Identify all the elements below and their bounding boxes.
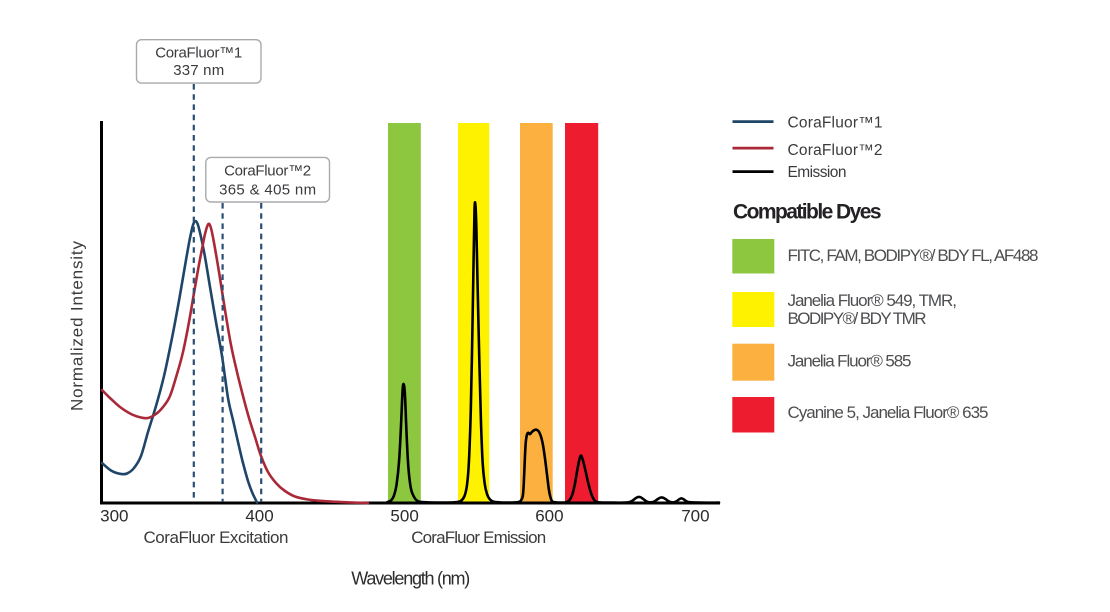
svg-text:700: 700 <box>681 506 709 525</box>
svg-text:Emission: Emission <box>788 164 847 181</box>
svg-text:CoraFluor™1: CoraFluor™1 <box>788 115 883 132</box>
svg-text:Compatible Dyes: Compatible Dyes <box>733 201 882 224</box>
svg-text:337 nm: 337 nm <box>173 62 224 79</box>
svg-text:CoraFluor Emission: CoraFluor Emission <box>411 528 546 547</box>
svg-text:BODIPY®/ BDY TMR: BODIPY®/ BDY TMR <box>788 309 927 328</box>
svg-text:CoraFluor™2: CoraFluor™2 <box>224 163 311 180</box>
svg-text:FITC, FAM, BODIPY®/ BDY FL, AF: FITC, FAM, BODIPY®/ BDY FL, AF488 <box>788 246 1039 265</box>
svg-text:Wavelength (nm): Wavelength (nm) <box>351 569 470 589</box>
svg-text:CoraFluor Excitation: CoraFluor Excitation <box>144 528 289 547</box>
svg-text:CoraFluor™2: CoraFluor™2 <box>788 142 883 159</box>
svg-text:Cyanine 5, Janelia Fluor® 635: Cyanine 5, Janelia Fluor® 635 <box>788 403 989 422</box>
svg-text:300: 300 <box>100 506 128 525</box>
svg-text:Janelia Fluor® 585: Janelia Fluor® 585 <box>788 352 912 371</box>
svg-text:Janelia Fluor® 549, TMR,: Janelia Fluor® 549, TMR, <box>788 291 958 310</box>
svg-text:CoraFluor™1: CoraFluor™1 <box>155 45 242 62</box>
svg-text:Normalized Intensity: Normalized Intensity <box>68 241 87 412</box>
svg-text:365 & 405 nm: 365 & 405 nm <box>219 181 316 198</box>
svg-text:400: 400 <box>245 506 273 525</box>
svg-text:600: 600 <box>535 506 563 525</box>
svg-text:500: 500 <box>390 506 418 525</box>
